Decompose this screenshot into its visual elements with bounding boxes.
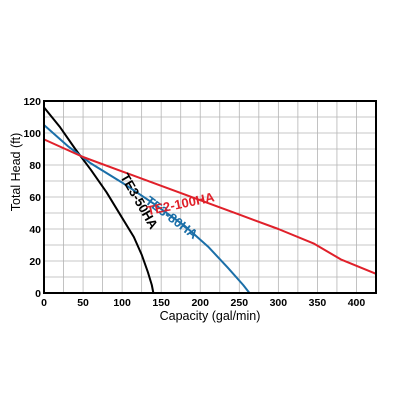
y-tick-label: 20 xyxy=(29,256,41,268)
y-tick-label: 120 xyxy=(23,96,41,108)
y-tick-label: 0 xyxy=(35,288,41,300)
y-tick-label: 40 xyxy=(29,224,41,236)
grid xyxy=(44,101,376,293)
x-axis-title: Capacity (gal/min) xyxy=(160,309,261,323)
x-tick-label: 100 xyxy=(113,297,131,309)
series-line-te3-50ha xyxy=(43,106,155,294)
series-lines xyxy=(43,106,377,294)
plot-frame xyxy=(43,100,377,294)
y-axis-title: Total Head (ft) xyxy=(9,133,23,212)
series-line-te2-100ha xyxy=(43,138,377,275)
x-tick-label: 250 xyxy=(231,297,249,309)
plot-border xyxy=(43,100,377,294)
x-tick-label: 150 xyxy=(152,297,170,309)
y-tick-label: 60 xyxy=(29,192,41,204)
y-tick-label: 80 xyxy=(29,160,41,172)
x-tick-label: 0 xyxy=(41,297,47,309)
x-tick-label: 350 xyxy=(309,297,327,309)
x-tick-label: 50 xyxy=(77,297,89,309)
x-tick-label: 400 xyxy=(348,297,366,309)
x-tick-label: 200 xyxy=(191,297,209,309)
y-tick-label: 100 xyxy=(23,128,41,140)
x-tick-label: 300 xyxy=(270,297,288,309)
tick-labels: 0 50 100 150 200 250 300 350 400 0 20 40 60 80 100 120 xyxy=(23,96,365,309)
